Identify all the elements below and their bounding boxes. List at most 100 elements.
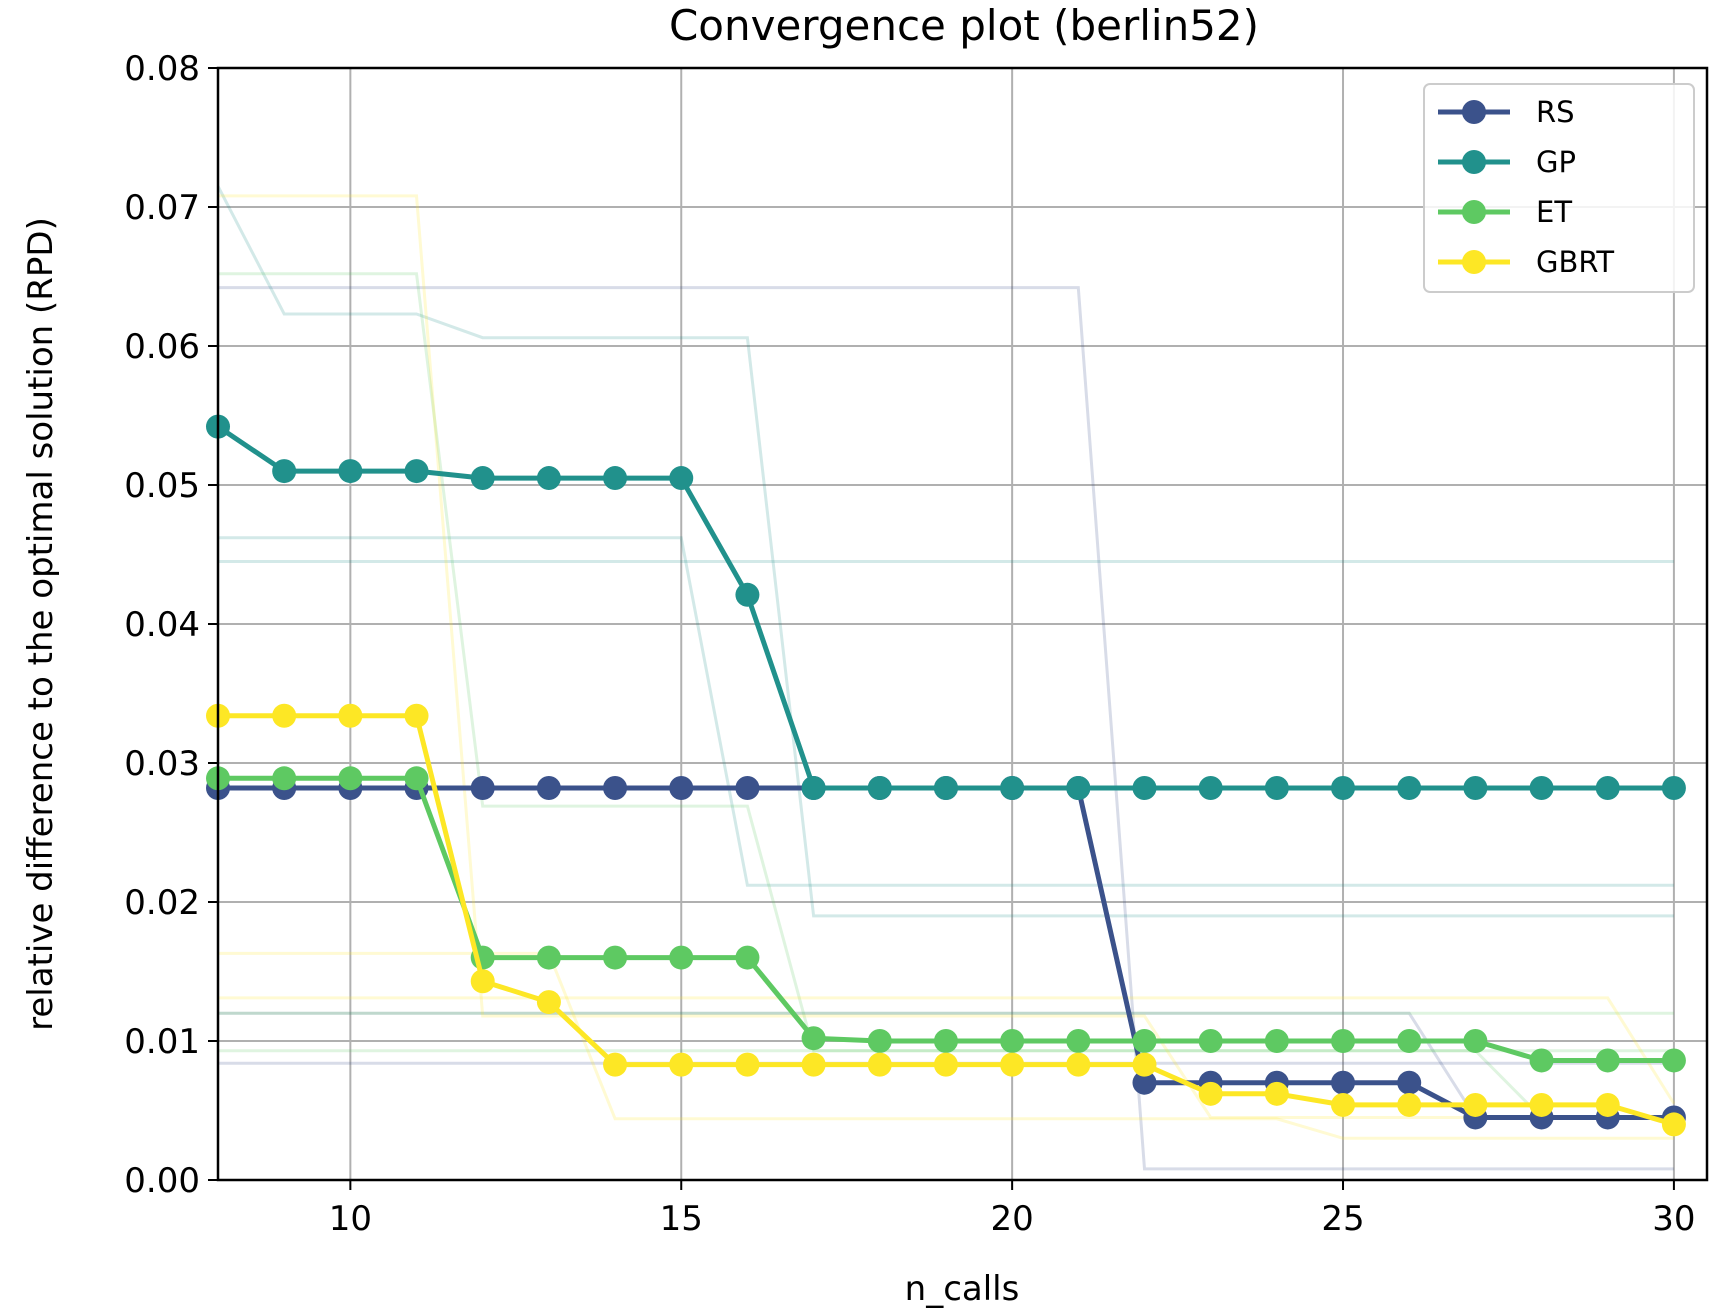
y-tick-label: 0.04: [124, 605, 200, 645]
data-point-gp: [1066, 776, 1091, 801]
x-axis-ticks: 10 15 20 25 30: [329, 1180, 1696, 1239]
data-point-gp: [1264, 776, 1289, 801]
data-point-gp: [1198, 776, 1223, 801]
data-point-gp: [1463, 776, 1488, 801]
run-line-gbrt: [218, 194, 1674, 1119]
legend-label: ET: [1536, 195, 1572, 229]
legend-label: GBRT: [1536, 245, 1614, 279]
data-point-gp: [1529, 776, 1554, 801]
series-gbrt: [206, 703, 1686, 1137]
data-point-gbrt: [867, 1052, 892, 1077]
data-point-gp: [669, 466, 694, 491]
data-point-gbrt: [735, 1052, 760, 1077]
data-point-gbrt: [1132, 1052, 1157, 1077]
data-point-rs: [669, 776, 694, 801]
run-line-gbrt: [218, 996, 1676, 1105]
data-point-et: [1529, 1048, 1554, 1073]
data-point-et: [1000, 1029, 1025, 1053]
data-point-et: [1198, 1029, 1223, 1053]
data-point-rs: [470, 776, 495, 801]
data-point-et: [1132, 1029, 1157, 1053]
data-point-gp: [933, 776, 958, 801]
y-tick-label: 0.03: [124, 744, 200, 784]
data-point-gp: [867, 776, 892, 801]
data-point-gp: [470, 466, 495, 491]
y-tick-label: 0.01: [124, 1022, 200, 1062]
data-point-gbrt: [1198, 1081, 1223, 1106]
legend-item-gbrt: GBRT: [1438, 245, 1614, 279]
data-point-et: [603, 945, 628, 970]
series-lines: [206, 414, 1686, 1137]
x-axis-label: n_calls: [905, 1269, 1020, 1309]
data-point-et: [867, 1029, 892, 1053]
data-point-gbrt: [536, 990, 561, 1015]
data-point-rs: [1397, 1070, 1422, 1095]
data-point-et: [1661, 1048, 1686, 1073]
data-point-gp: [1132, 776, 1157, 801]
data-point-et: [404, 766, 429, 791]
data-point-gp: [801, 776, 826, 801]
data-point-gbrt: [933, 1052, 958, 1077]
data-point-et: [735, 945, 760, 970]
y-axis-ticks: 0.00 0.01 0.02 0.03 0.04 0.05 0.06 0.07 0.08: [124, 49, 218, 1201]
data-point-gbrt: [801, 1052, 826, 1077]
data-point-gbrt: [338, 703, 363, 728]
data-point-gbrt: [1463, 1092, 1488, 1117]
data-point-et: [1331, 1029, 1356, 1053]
x-tick-label: 15: [660, 1199, 703, 1239]
data-point-gp: [1661, 776, 1686, 801]
data-point-et: [1397, 1029, 1422, 1053]
y-tick-label: 0.02: [124, 883, 200, 923]
data-point-gp: [338, 459, 363, 484]
x-tick-label: 20: [991, 1199, 1034, 1239]
data-point-et: [536, 945, 561, 970]
y-tick-label: 0.07: [124, 188, 200, 228]
data-point-gp: [536, 466, 561, 491]
data-point-et: [272, 766, 297, 791]
chart-title: Convergence plot (berlin52): [669, 1, 1259, 50]
y-axis-label: relative difference to the optimal solut…: [21, 217, 61, 1031]
data-point-gp: [1595, 776, 1620, 801]
run-line-rs: [218, 286, 1674, 1171]
data-point-et: [338, 766, 363, 791]
data-point-gp: [603, 466, 628, 491]
legend-frame: [1423, 83, 1695, 293]
data-point-gp: [404, 459, 429, 484]
data-point-gbrt: [272, 703, 297, 728]
series-gp: [206, 414, 1686, 801]
data-point-et: [1595, 1048, 1620, 1073]
data-point-gp: [1000, 776, 1025, 801]
data-point-rs: [536, 776, 561, 801]
x-tick-label: 25: [1321, 1199, 1364, 1239]
run-line-gp: [216, 185, 1674, 918]
data-point-gbrt: [1397, 1092, 1422, 1117]
legend-swatch-marker: [1462, 200, 1486, 224]
data-point-et: [1463, 1029, 1488, 1053]
data-point-et: [669, 945, 694, 970]
data-point-gbrt: [669, 1052, 694, 1077]
data-point-gp: [272, 459, 297, 484]
y-tick-label: 0.06: [124, 327, 200, 367]
data-point-rs: [1132, 1070, 1157, 1095]
data-point-et: [1066, 1029, 1091, 1053]
legend: RS GP ET GBRT: [1423, 83, 1695, 293]
legend-swatch-marker: [1462, 100, 1486, 124]
data-point-gbrt: [1264, 1081, 1289, 1106]
x-tick-label: 30: [1652, 1199, 1695, 1239]
data-point-rs: [735, 776, 760, 801]
run-line-rs: [218, 1011, 1674, 1119]
data-point-gbrt: [1595, 1092, 1620, 1117]
run-line-gbrt: [218, 951, 1674, 1140]
data-point-gp: [735, 582, 760, 607]
legend-label: GP: [1536, 145, 1576, 179]
y-tick-label: 0.05: [124, 466, 200, 506]
data-point-et: [1264, 1029, 1289, 1053]
data-point-gbrt: [470, 969, 495, 994]
individual-run-lines: [216, 185, 1676, 1171]
data-point-et: [933, 1029, 958, 1053]
y-tick-label: 0.08: [124, 49, 200, 89]
data-point-gbrt: [1661, 1112, 1686, 1137]
data-point-rs: [603, 776, 628, 801]
data-point-gbrt: [404, 703, 429, 728]
